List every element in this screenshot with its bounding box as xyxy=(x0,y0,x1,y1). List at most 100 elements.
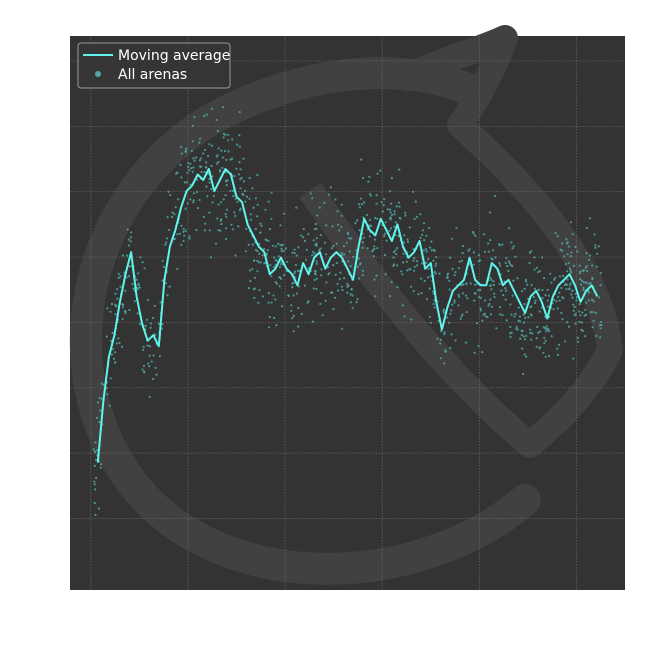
scatter-point xyxy=(546,299,549,302)
scatter-point xyxy=(199,137,202,140)
scatter-point xyxy=(547,354,551,358)
scatter-point xyxy=(157,322,160,325)
scatter-point xyxy=(234,214,237,217)
scatter-point xyxy=(366,247,369,250)
scatter-point xyxy=(117,272,120,275)
scatter-point xyxy=(571,233,574,236)
scatter-point xyxy=(346,232,349,235)
scatter-point xyxy=(507,269,510,272)
scatter-point xyxy=(233,175,236,178)
scatter-point xyxy=(180,224,183,227)
scatter-point xyxy=(142,345,145,348)
scatter-point xyxy=(270,217,273,220)
scatter-point xyxy=(384,273,387,276)
scatter-point xyxy=(402,261,405,264)
scatter-point xyxy=(508,332,512,335)
scatter-point xyxy=(249,213,252,216)
scatter-point xyxy=(312,287,315,290)
scatter-point xyxy=(425,250,428,253)
scatter-point xyxy=(249,280,252,283)
scatter-point xyxy=(186,171,189,174)
scatter-point xyxy=(466,297,469,300)
scatter-point xyxy=(191,140,194,143)
scatter-point xyxy=(406,238,409,241)
scatter-point xyxy=(538,310,541,313)
legend-label-all-arenas: All arenas xyxy=(118,67,187,83)
scatter-point xyxy=(558,299,561,302)
scatter-point xyxy=(352,255,355,258)
scatter-point xyxy=(566,253,569,256)
scatter-point xyxy=(489,313,493,316)
scatter-point xyxy=(280,277,283,280)
scatter-point xyxy=(533,268,536,271)
scatter-point xyxy=(316,214,319,217)
scatter-point xyxy=(99,463,103,466)
scatter-point xyxy=(261,295,264,298)
scatter-point xyxy=(143,370,146,373)
scatter-point xyxy=(562,255,566,258)
scatter-point xyxy=(240,176,243,179)
scatter-point xyxy=(382,204,385,207)
scatter-point xyxy=(460,315,463,318)
scatter-point xyxy=(395,253,398,256)
scatter-point xyxy=(208,211,211,214)
scatter-point xyxy=(244,250,247,253)
scatter-point xyxy=(363,201,366,204)
scatter-point xyxy=(483,312,486,315)
scatter-point xyxy=(425,234,428,237)
scatter-point xyxy=(458,295,461,298)
scatter-point xyxy=(442,309,445,313)
scatter-point xyxy=(402,252,405,255)
scatter-point xyxy=(530,284,533,287)
scatter-point xyxy=(492,283,496,287)
scatter-point xyxy=(335,242,338,245)
scatter-point xyxy=(275,259,278,262)
scatter-point xyxy=(543,277,546,280)
scatter-point xyxy=(553,298,556,302)
scatter-point xyxy=(488,284,492,287)
scatter-point xyxy=(509,325,512,328)
scatter-point xyxy=(447,321,451,324)
scatter-point xyxy=(128,308,131,312)
scatter-point xyxy=(270,275,273,278)
scatter-point xyxy=(448,288,451,291)
scatter-point xyxy=(229,189,232,192)
scatter-point xyxy=(481,351,484,354)
scatter-point xyxy=(336,210,339,213)
scatter-point xyxy=(595,265,598,268)
scatter-point xyxy=(292,314,295,317)
scatter-point xyxy=(479,309,482,312)
scatter-point xyxy=(388,190,391,193)
scatter-point xyxy=(379,169,382,172)
scatter-point xyxy=(237,225,240,228)
scatter-point xyxy=(126,228,129,231)
scatter-point xyxy=(510,313,513,316)
scatter-point xyxy=(274,298,277,301)
scatter-point xyxy=(357,257,360,260)
scatter-point xyxy=(325,224,328,227)
scatter-point xyxy=(219,229,222,232)
scatter-point xyxy=(303,284,306,287)
scatter-point xyxy=(572,357,575,360)
scatter-point xyxy=(144,324,147,328)
scatter-point xyxy=(198,141,201,144)
scatter-point xyxy=(533,287,537,290)
scatter-point xyxy=(168,228,171,231)
scatter-point xyxy=(565,238,568,241)
scatter-point xyxy=(314,270,317,273)
scatter-point xyxy=(195,228,198,231)
scatter-point xyxy=(292,281,295,284)
scatter-point xyxy=(361,274,364,277)
scatter-point xyxy=(99,409,102,412)
scatter-point xyxy=(585,227,588,230)
scatter-point xyxy=(207,154,210,158)
scatter-point xyxy=(180,243,183,246)
scatter-point xyxy=(361,241,364,244)
scatter-point xyxy=(398,168,401,171)
scatter-point xyxy=(320,274,323,277)
scatter-point xyxy=(252,206,255,209)
legend-box xyxy=(77,42,231,89)
scatter-point xyxy=(368,193,372,196)
scatter-point xyxy=(178,232,181,235)
scatter-point xyxy=(171,215,174,219)
